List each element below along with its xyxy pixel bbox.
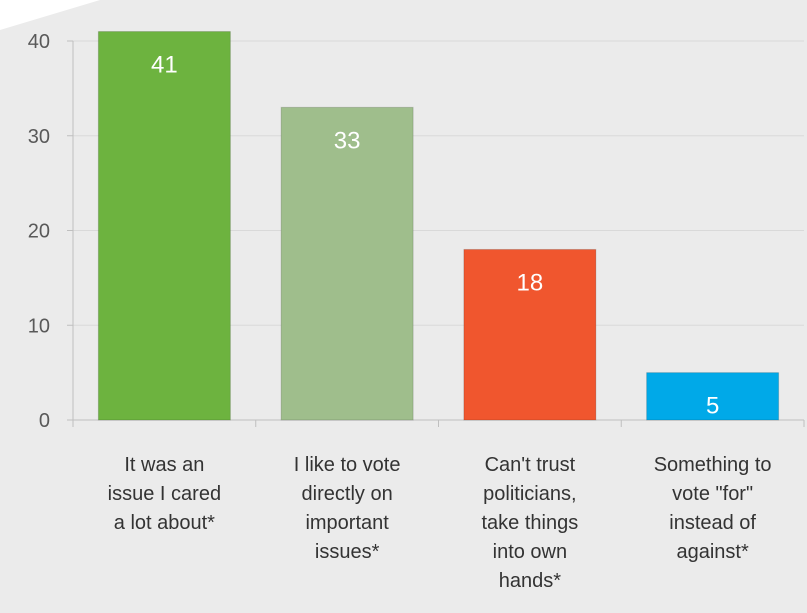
category-label: It was an (124, 454, 204, 476)
bar (97, 31, 231, 421)
category-label: a lot about* (114, 512, 215, 534)
category-label: into own (493, 541, 568, 563)
bar-value-labels: 41 33 18 5 (151, 52, 719, 420)
category-label: against* (676, 541, 748, 563)
category-label: issues* (315, 541, 380, 563)
bar-value-label: 33 (334, 127, 361, 154)
category-label: vote "for" (672, 483, 753, 505)
y-tick-label: 0 (39, 410, 50, 432)
bar (463, 248, 597, 421)
category-label: Something to (654, 454, 772, 476)
category-label: I like to vote (294, 454, 401, 476)
y-tick-label: 10 (28, 315, 50, 337)
category-label: politicians, (483, 483, 576, 505)
category-label: important (305, 512, 389, 534)
bar-value-label: 41 (151, 52, 178, 79)
category-label: instead of (669, 512, 756, 534)
y-tick-labels: 0 10 20 30 40 (28, 31, 50, 432)
category-label: hands* (499, 570, 561, 592)
y-tick-label: 20 (28, 221, 50, 243)
bar (280, 106, 414, 421)
category-label: directly on (302, 483, 393, 505)
corner-decoration (0, 0, 100, 30)
category-label: take things (482, 512, 579, 534)
y-tick-label: 40 (28, 31, 50, 53)
bar-value-label: 5 (706, 393, 719, 420)
category-label: Can't trust (485, 454, 576, 476)
category-labels: It was an issue I cared a lot about* I like… (108, 454, 772, 592)
bar-value-label: 18 (517, 269, 544, 296)
category-label: issue I cared (108, 483, 221, 505)
bar (646, 372, 780, 421)
bars (97, 31, 780, 421)
y-tick-label: 30 (28, 126, 50, 148)
